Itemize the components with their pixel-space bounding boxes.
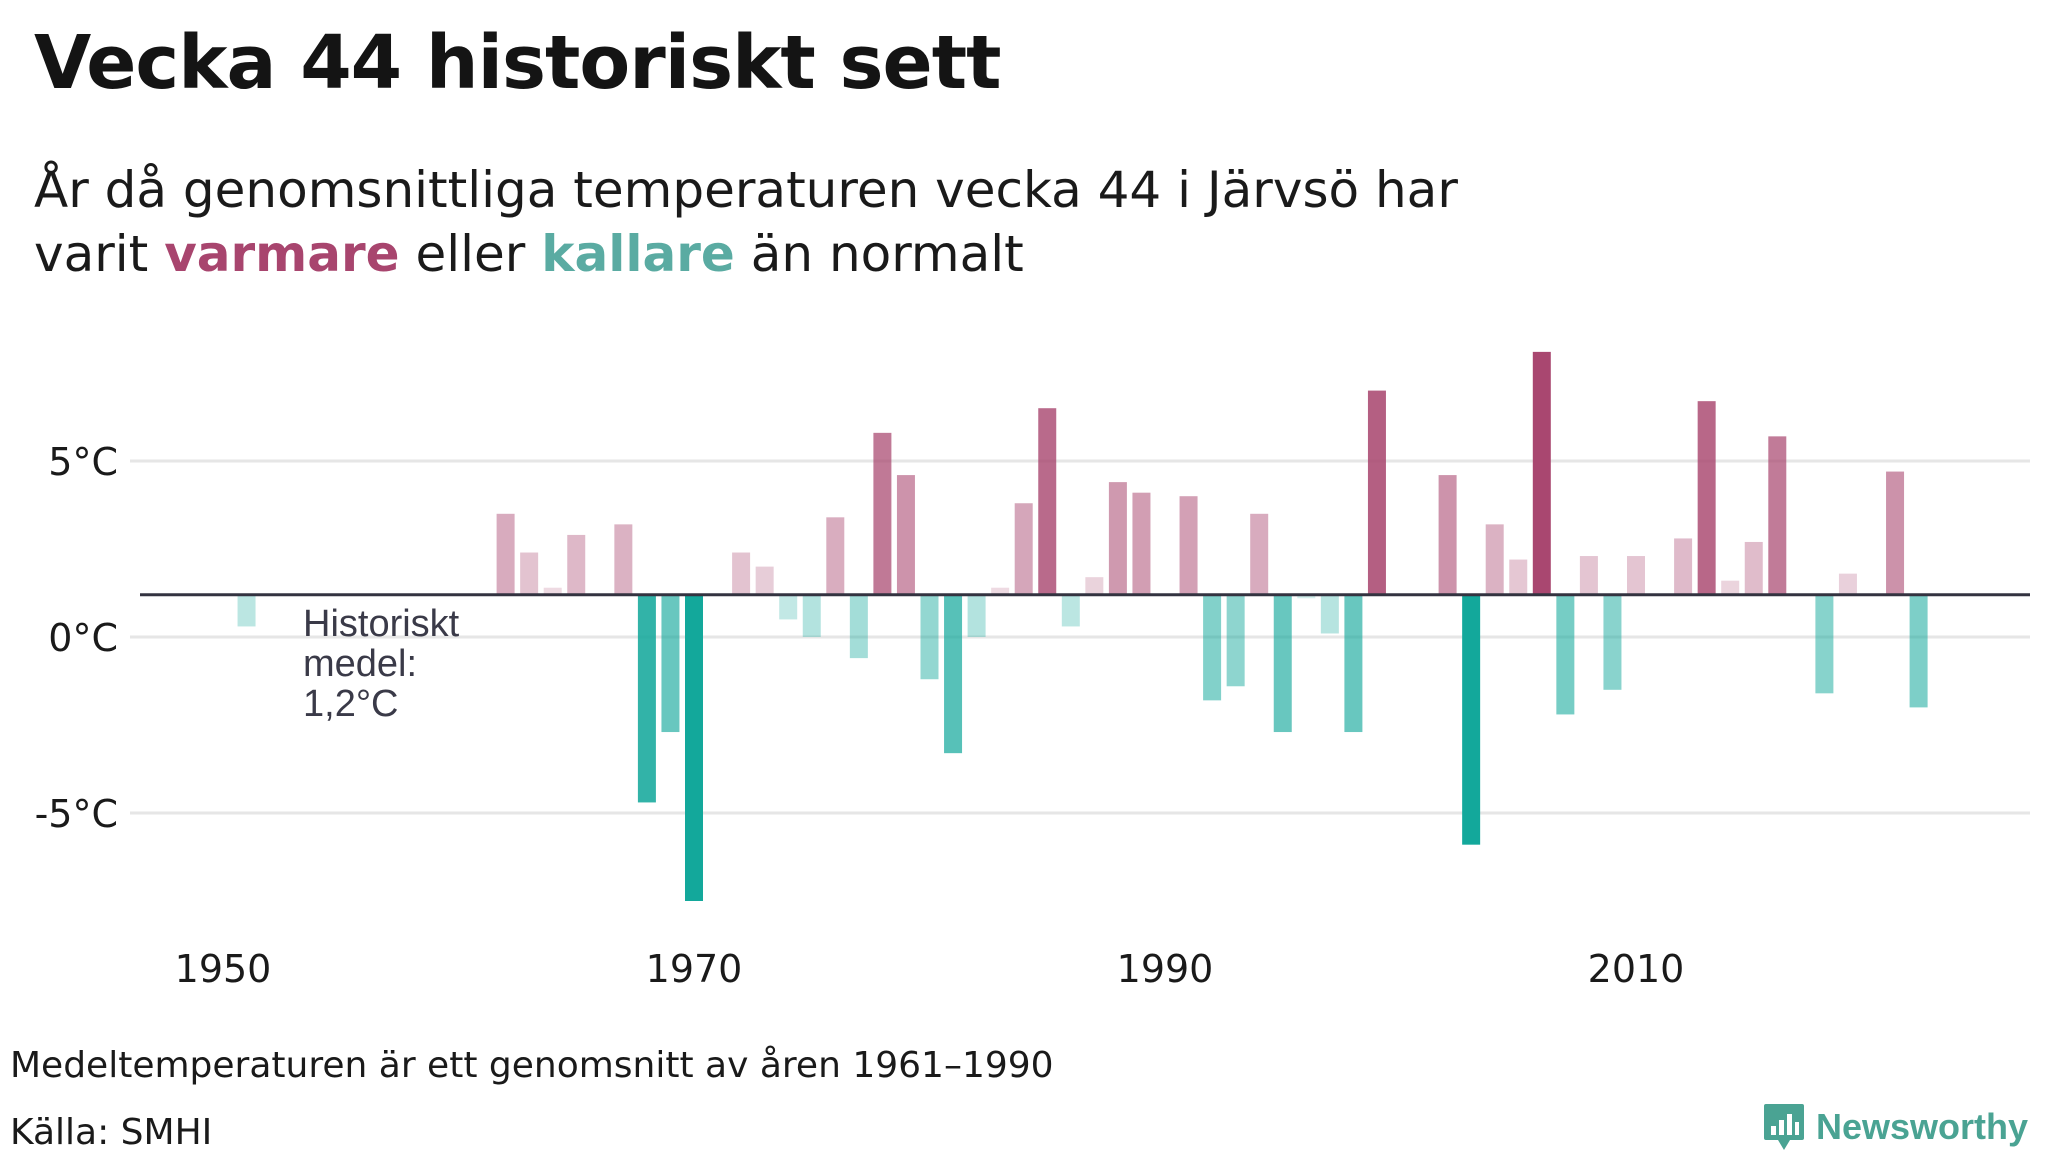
baseline-label: medel: bbox=[303, 643, 417, 685]
bar-warm bbox=[543, 587, 562, 595]
cold-label: kallare bbox=[541, 225, 735, 283]
baseline-label: Historiskt bbox=[303, 603, 460, 645]
subtitle-prefix: varit bbox=[34, 225, 165, 283]
bar-cold bbox=[802, 594, 821, 637]
newsworthy-logo-icon bbox=[1763, 1104, 1804, 1150]
bar-cold bbox=[685, 594, 703, 901]
bar-warm bbox=[520, 552, 539, 595]
bar-warm bbox=[1697, 401, 1716, 595]
bar-cold bbox=[1344, 594, 1363, 733]
bar-warm bbox=[1014, 503, 1033, 595]
bar-warm bbox=[567, 534, 586, 595]
source-note: Källa: SMHI bbox=[10, 1112, 213, 1153]
subtitle-suffix: än normalt bbox=[734, 225, 1024, 283]
bar-cold bbox=[920, 594, 939, 680]
bar-cold bbox=[1297, 594, 1316, 599]
x-tick-label: 1970 bbox=[646, 947, 743, 991]
bar-cold bbox=[637, 594, 656, 803]
footnote: Medeltemperaturen är ett genomsnitt av å… bbox=[10, 1045, 1054, 1086]
bar-cold bbox=[1909, 594, 1928, 708]
warm-label: varmare bbox=[164, 225, 400, 283]
bar-warm bbox=[1768, 436, 1787, 595]
bar-warm bbox=[1509, 559, 1528, 595]
bar-warm bbox=[1485, 524, 1504, 595]
bar-warm bbox=[1132, 492, 1151, 595]
bar-warm bbox=[496, 513, 515, 595]
bar-cold bbox=[237, 594, 256, 627]
bar-cold bbox=[1273, 594, 1292, 733]
bar-warm bbox=[896, 475, 915, 595]
bar-warm bbox=[1179, 496, 1198, 595]
y-tick-label: 5°C bbox=[48, 440, 118, 484]
bar-warm bbox=[1744, 541, 1763, 595]
brand-logo: Newsworthy bbox=[1762, 1102, 2028, 1152]
bar-cold bbox=[1226, 594, 1245, 687]
chart-title: Vecka 44 historiskt sett bbox=[34, 20, 1001, 106]
bar-cold bbox=[1556, 594, 1575, 715]
bar-warm bbox=[1038, 408, 1057, 595]
bar-warm bbox=[755, 566, 774, 595]
y-tick-label: -5°C bbox=[35, 792, 118, 836]
bar-warm bbox=[732, 552, 751, 595]
bar-cold bbox=[661, 594, 680, 733]
bar-warm bbox=[1886, 471, 1905, 595]
bar-warm bbox=[873, 432, 892, 595]
subtitle-middle: eller bbox=[399, 225, 542, 283]
bar-cold bbox=[1061, 594, 1080, 627]
bar-warm bbox=[991, 587, 1010, 595]
bar-cold bbox=[779, 594, 798, 620]
bar-cold bbox=[1320, 594, 1339, 634]
bar-warm bbox=[1108, 482, 1127, 595]
bar-warm bbox=[1579, 556, 1598, 595]
bar-cold bbox=[1203, 594, 1222, 701]
bar-warm bbox=[826, 517, 845, 595]
bar-cold bbox=[1815, 594, 1834, 694]
bar-warm bbox=[1438, 475, 1457, 595]
subtitle-line-1: År då genomsnittliga temperaturen vecka … bbox=[34, 161, 1458, 219]
bar-warm bbox=[1250, 513, 1269, 595]
bar-cold bbox=[849, 594, 868, 659]
bar-chart: 5°C 0°C -5°C 1950 1970 1990 2010 Historisktmede… bbox=[35, 351, 2030, 991]
bar-warm bbox=[1627, 556, 1645, 595]
bar-cold bbox=[967, 594, 986, 637]
y-tick-label: 0°C bbox=[48, 616, 118, 660]
brand-name: Newsworthy bbox=[1815, 1106, 2028, 1147]
bar-cold bbox=[1603, 594, 1622, 690]
bar-warm bbox=[1085, 577, 1104, 595]
x-tick-label: 1990 bbox=[1117, 947, 1214, 991]
bar-warm bbox=[1367, 390, 1386, 595]
x-tick-label: 2010 bbox=[1588, 947, 1685, 991]
bar-warm bbox=[1721, 580, 1740, 595]
chart-subtitle: År då genomsnittliga temperaturen vecka … bbox=[34, 158, 1734, 286]
bar-cold bbox=[1462, 594, 1481, 845]
bar-warm bbox=[614, 524, 633, 595]
x-tick-label: 1950 bbox=[175, 947, 272, 991]
bar-warm bbox=[1674, 538, 1693, 595]
bar-warm bbox=[1838, 573, 1857, 595]
bar-warm bbox=[1532, 351, 1551, 595]
baseline-label: 1,2°C bbox=[303, 683, 398, 725]
bar-cold bbox=[944, 594, 963, 754]
